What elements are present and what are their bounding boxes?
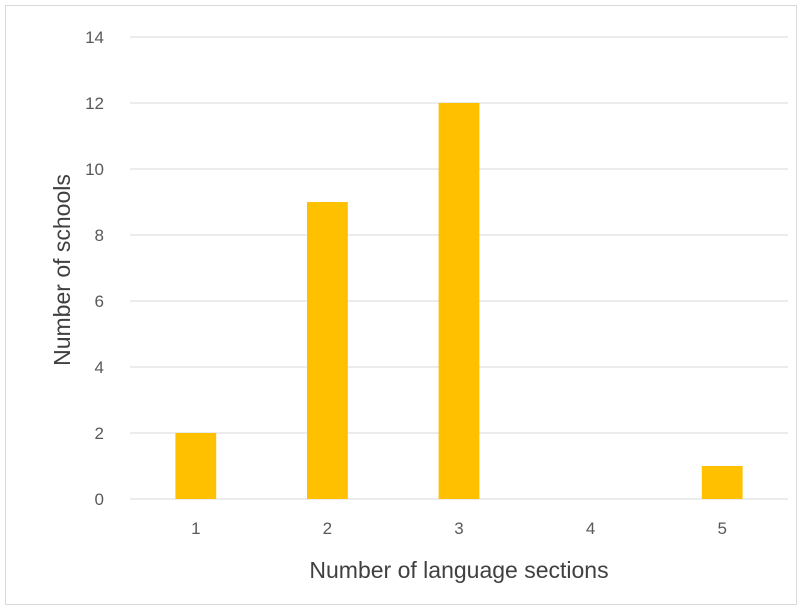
x-axis-title: Number of language sections — [309, 557, 608, 583]
y-tick-label: 4 — [95, 358, 104, 377]
x-tick-label: 4 — [586, 519, 595, 538]
bar-2 — [307, 202, 348, 499]
y-tick-label: 14 — [85, 28, 104, 47]
y-axis-ticks: 0 2 4 6 8 10 12 14 — [85, 28, 104, 509]
x-tick-label: 2 — [323, 519, 332, 538]
y-tick-label: 12 — [85, 94, 104, 113]
x-axis-ticks: 1 2 3 4 5 — [191, 519, 727, 538]
x-tick-label: 1 — [191, 519, 200, 538]
bar-3 — [438, 103, 480, 499]
y-axis-title: Number of schools — [49, 174, 75, 366]
y-tick-label: 10 — [85, 160, 104, 179]
x-tick-label: 3 — [454, 519, 463, 538]
x-tick-label: 5 — [717, 519, 726, 538]
bar-1 — [175, 433, 217, 499]
y-tick-label: 6 — [95, 292, 104, 311]
chart-frame — [5, 5, 797, 605]
y-tick-label: 2 — [95, 424, 104, 443]
y-tick-label: 8 — [95, 226, 104, 245]
bar-5 — [701, 466, 743, 499]
y-tick-label: 0 — [95, 490, 104, 509]
bars — [175, 103, 743, 499]
